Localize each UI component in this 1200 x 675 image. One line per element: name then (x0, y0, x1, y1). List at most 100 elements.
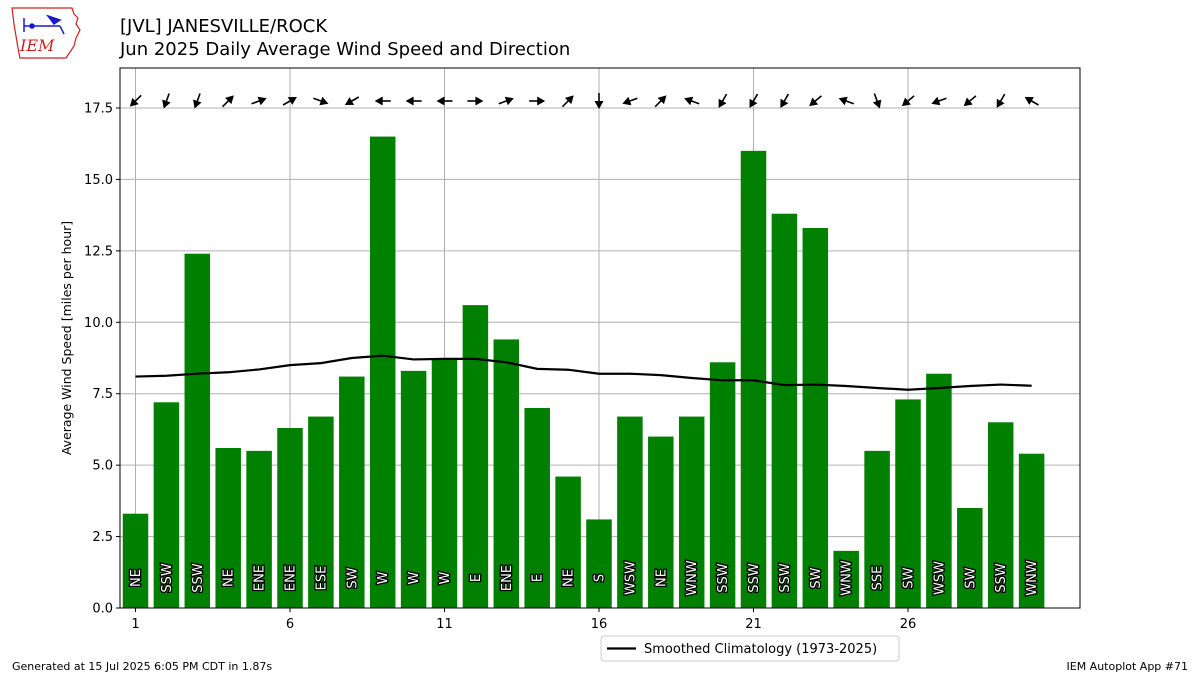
wind-arrow-day-26 (901, 95, 915, 107)
bar-day-2 (153, 402, 180, 608)
wind-arrow-day-28 (963, 95, 977, 107)
bar-day-30 (1018, 453, 1045, 608)
wind-arrow-day-9 (374, 96, 391, 106)
wind-arrow-day-10 (405, 96, 422, 106)
bar-day-27 (926, 373, 952, 608)
direction-label-day-15: NE (562, 569, 577, 587)
direction-label-day-13: ENE (500, 565, 515, 591)
direction-label-day-26: SW (902, 567, 917, 588)
direction-labels: NE SSW SSW NE ENE ENE ESE SW W W W E ENE E NE S WSW NE WNW… (128, 559, 1042, 597)
wind-arrow-day-30 (1024, 97, 1039, 106)
direction-label-day-1: NE (129, 569, 144, 587)
bar-day-16 (586, 519, 612, 608)
bar-day-23 (802, 228, 829, 608)
direction-label-day-22: SSW (778, 563, 793, 593)
wind-arrow-day-8 (344, 96, 360, 105)
y-tick-label: 10.0 (84, 316, 113, 331)
wind-arrow-day-27 (931, 96, 947, 106)
logo-text: IEM (19, 36, 55, 55)
bar-day-19 (678, 416, 705, 608)
bar-day-20 (709, 362, 736, 608)
y-tick-label: 0.0 (92, 602, 113, 617)
bars (122, 136, 1045, 609)
y-tick-label: 17.5 (84, 102, 113, 117)
wind-arrow-day-4 (221, 95, 234, 108)
bar-day-25 (864, 450, 890, 608)
iowa-outline-icon (11, 7, 81, 59)
direction-label-day-9: W (376, 571, 391, 584)
direction-label-day-11: W (438, 571, 453, 584)
generated-footer: Generated at 15 Jul 2025 6:05 PM CDT in … (12, 660, 273, 673)
wind-arrow-day-18 (654, 95, 667, 108)
wind-arrow-day-21 (749, 93, 759, 108)
wind-arrow-day-13 (498, 96, 514, 106)
wind-arrow-day-14 (529, 96, 546, 106)
wind-arrow-day-7 (313, 96, 329, 106)
direction-label-day-12: E (469, 574, 484, 582)
wind-arrow-day-1 (129, 94, 142, 107)
x-tick-label: 21 (745, 617, 762, 632)
wind-arrow-day-15 (561, 95, 574, 108)
wind-arrow-day-2 (162, 93, 171, 109)
bar-day-10 (400, 370, 427, 608)
chart-title-line1: [JVL] JANESVILLE/ROCK (120, 16, 328, 37)
y-tick-label: 2.5 (92, 530, 113, 545)
wind-arrow-day-25 (872, 93, 882, 109)
bar-day-11 (431, 359, 458, 608)
wind-arrow-day-19 (684, 96, 700, 106)
wind-arrow-day-23 (809, 95, 822, 107)
bar-day-15 (555, 476, 581, 608)
bar-day-3 (184, 253, 211, 608)
direction-label-day-27: WSW (932, 561, 947, 595)
direction-label-day-20: SSW (716, 563, 731, 593)
y-tick-label: 5.0 (92, 459, 113, 474)
legend-box (600, 635, 900, 662)
direction-label-day-18: NE (654, 569, 669, 587)
wind-arrow-day-17 (622, 96, 638, 106)
direction-label-day-8: SW (345, 567, 360, 588)
wind-arrow-day-29 (996, 93, 1006, 108)
direction-label-day-4: NE (222, 569, 237, 587)
wind-arrow-day-6 (282, 97, 297, 106)
wind-arrow-day-16 (594, 93, 604, 109)
bar-day-7 (308, 416, 334, 608)
x-tick-label: 11 (436, 617, 453, 632)
direction-label-day-24: WNW (840, 560, 855, 596)
wind-arrow-day-24 (838, 96, 854, 106)
wind-arrow-day-5 (251, 96, 267, 106)
bar-day-4 (215, 448, 241, 608)
bar-day-28 (957, 508, 983, 608)
y-tick-label: 12.5 (84, 244, 113, 259)
chart-title-line2: Jun 2025 Daily Average Wind Speed and Di… (120, 39, 571, 60)
wind-arrow-day-12 (467, 96, 484, 106)
direction-label-day-19: WNW (685, 560, 700, 596)
bar-day-18 (648, 436, 674, 608)
direction-label-day-30: WNW (1025, 560, 1040, 596)
wind-arrow-day-20 (718, 93, 728, 108)
direction-label-day-21: SSW (747, 563, 762, 593)
x-tick-label: 16 (591, 617, 608, 632)
bar-day-29 (987, 422, 1014, 608)
wind-arrows (129, 93, 1039, 109)
direction-label-day-16: S (593, 574, 608, 582)
bar-day-6 (277, 428, 303, 608)
direction-label-day-7: ESE (314, 566, 329, 591)
bar-day-17 (617, 416, 643, 608)
weather-station-icon (23, 14, 65, 35)
direction-label-day-14: E (531, 574, 546, 582)
bar-day-24 (833, 550, 859, 608)
direction-label-day-25: SSE (871, 566, 886, 591)
bar-day-13 (493, 339, 520, 608)
direction-label-day-23: SW (809, 567, 824, 588)
y-axis-label: Average Wind Speed [miles per hour] (59, 221, 74, 455)
bar-day-1 (122, 513, 149, 608)
y-tick-label: 7.5 (92, 387, 113, 402)
tick-labels: 0.02.55.07.510.012.515.017.51 6 11 16 21 26 (84, 102, 916, 633)
wind-arrow-day-11 (436, 96, 453, 106)
axes (116, 67, 1081, 612)
wind-arrow-day-3 (193, 93, 202, 109)
direction-label-day-3: SSW (191, 563, 206, 593)
bar-day-14 (524, 408, 550, 608)
direction-label-day-6: ENE (284, 565, 299, 591)
